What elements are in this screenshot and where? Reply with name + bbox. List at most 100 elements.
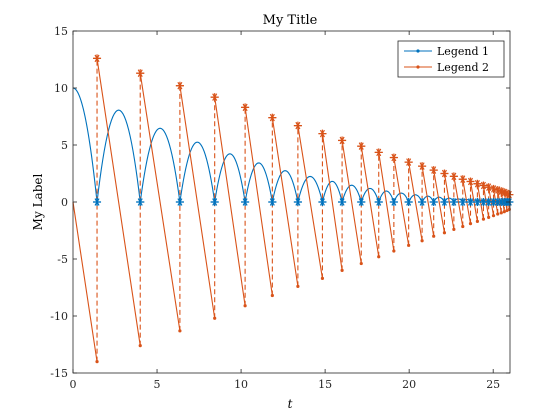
series-2-point [296,284,300,288]
series-1-point [213,200,216,204]
series-2-marker [497,187,506,196]
y-tick-label: -10 [50,310,68,323]
series-2-marker [389,153,398,162]
y-tick-label: 0 [61,196,68,209]
y-tick-label: 10 [54,82,68,95]
series-2-point [359,261,363,266]
chart-title: My Title [263,13,318,28]
series-1-point [482,200,485,204]
y-tick-label: 15 [54,25,68,38]
series-1-point [469,200,472,204]
series-2-marker [473,179,482,188]
series-2-point [468,222,473,226]
x-tick-label: 5 [154,378,161,391]
series-1-point [139,200,142,204]
legend: Legend 1 Legend 2 [397,40,505,78]
series-2-point [432,234,436,238]
series-2-point [475,219,479,223]
series-2-marker [505,190,514,199]
series-2-marker [93,54,102,63]
x-tick-label: 10 [234,378,248,391]
series-1-point [432,200,435,204]
legend-swatch-marker [416,49,420,53]
series-2-point [243,304,247,308]
series-2-marker [440,169,449,178]
series-2-point [270,293,274,298]
series-2-point [377,255,381,259]
legend-entries: Legend 1 Legend 2 [404,45,489,74]
x-tick-label: 20 [402,378,416,391]
series-2-point [499,211,503,215]
series-2-marker [429,166,438,175]
series-2-marker [293,121,302,130]
series-2-marker [458,175,467,184]
series-1-point [95,200,99,204]
data-layer [72,54,514,364]
legend-label: Legend 2 [437,61,489,74]
series-2-point [392,249,396,253]
series-1-point [487,200,490,204]
series-1-point [420,200,424,204]
x-tick-label: 15 [318,378,332,391]
series-2-marker [479,181,488,190]
series-2-marker [357,142,366,151]
series-1-point [392,200,396,204]
series-1-point [243,200,247,204]
series-1-point [407,200,410,204]
series-1-point [340,200,344,204]
series-2-point [340,268,344,272]
x-axis-ticks: 0 5 10 15 20 25 [70,31,500,391]
series-2-marker [318,129,327,138]
series-1-point [443,200,446,204]
series-1-point [476,200,479,204]
series-2-point [461,224,465,229]
series-2-point [502,210,506,214]
series-1-point [178,200,182,204]
series-2-marker [175,81,184,90]
series-2-marker [136,69,145,78]
series-2-point [442,231,447,235]
series-2-point [213,316,217,320]
series-1-point [461,200,464,204]
series-2-marker [268,113,277,122]
series-1-point [271,200,274,204]
series-2-marker [489,184,498,193]
series-2-point [95,360,99,364]
series-1-point [321,200,324,204]
series-2-point [496,212,500,216]
x-tick-label: 25 [486,378,500,391]
series-2-marker [449,172,458,181]
series-2-marker [466,177,475,186]
legend-label: Legend 1 [437,45,489,58]
series-2-marker [484,183,493,192]
series-2-point [481,217,486,221]
series-2-marker [374,148,383,157]
series-2-point [178,329,182,333]
series-2-point [491,214,496,218]
series-2-marker [210,93,219,102]
series-2-point [507,207,511,212]
series-2-point [138,344,142,348]
series-2-point [407,243,411,247]
y-tick-label: 5 [61,139,68,152]
legend-box [397,40,505,78]
y-tick-label: -5 [57,253,68,266]
legend-item: Legend 1 [404,45,489,58]
series-2-point [420,239,424,243]
legend-swatch-marker [416,65,420,69]
y-axis-label: My Label [31,174,45,231]
series-2-marker [404,158,413,167]
series-1-point [452,200,456,204]
y-tick-label: -15 [50,367,68,380]
series-2-marker [241,103,250,112]
legend-item: Legend 2 [404,61,489,74]
series-1-point [377,200,380,204]
x-tick-label: 0 [70,378,77,391]
series-2-marker [418,162,427,171]
y-axis-ticks: -15 -10 -5 0 5 10 15 [50,25,510,380]
x-axis-label: t [288,397,293,411]
series-1-point [360,200,363,204]
series-2-marker [338,136,347,145]
series-2-point [452,227,456,231]
